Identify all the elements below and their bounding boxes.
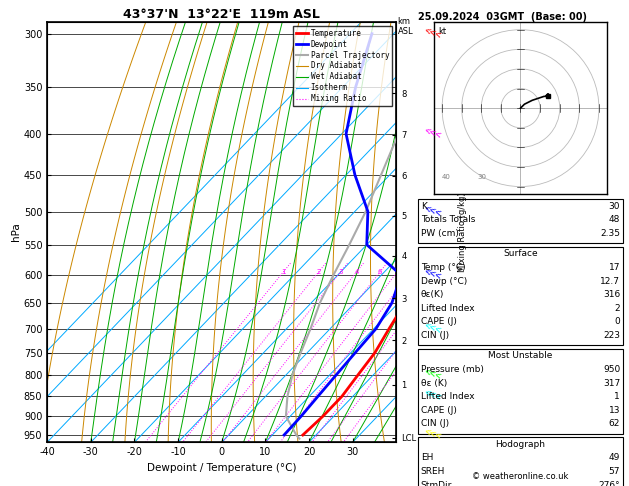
Text: kt: kt <box>438 27 447 35</box>
Text: 316: 316 <box>603 290 620 299</box>
Text: 317: 317 <box>603 379 620 388</box>
Text: 48: 48 <box>609 215 620 225</box>
X-axis label: Dewpoint / Temperature (°C): Dewpoint / Temperature (°C) <box>147 463 296 473</box>
Text: 57: 57 <box>609 467 620 476</box>
Text: Temp (°C): Temp (°C) <box>421 263 465 272</box>
Text: 4: 4 <box>354 269 359 275</box>
Text: 30: 30 <box>477 174 486 180</box>
Text: Lifted Index: Lifted Index <box>421 392 474 401</box>
Text: <<<: <<< <box>423 267 443 283</box>
Text: EH: EH <box>421 453 433 463</box>
Text: CAPE (J): CAPE (J) <box>421 317 457 327</box>
Text: 276°: 276° <box>599 481 620 486</box>
Text: 3: 3 <box>338 269 343 275</box>
Y-axis label: hPa: hPa <box>11 223 21 242</box>
Text: 2: 2 <box>316 269 321 275</box>
Text: CAPE (J): CAPE (J) <box>421 406 457 415</box>
Text: 17: 17 <box>609 263 620 272</box>
Text: <<<: <<< <box>423 321 443 336</box>
Text: <<<: <<< <box>423 204 443 219</box>
Text: <<<: <<< <box>423 126 443 141</box>
Text: <<<: <<< <box>423 26 443 41</box>
Text: Surface: Surface <box>503 249 538 259</box>
Text: 1: 1 <box>281 269 286 275</box>
Text: 40: 40 <box>442 174 451 180</box>
Text: 950: 950 <box>603 365 620 374</box>
Text: 223: 223 <box>603 331 620 340</box>
Legend: Temperature, Dewpoint, Parcel Trajectory, Dry Adiabat, Wet Adiabat, Isotherm, Mi: Temperature, Dewpoint, Parcel Trajectory… <box>293 26 392 106</box>
Text: Dewp (°C): Dewp (°C) <box>421 277 467 286</box>
Title: 43°37'N  13°22'E  119m ASL: 43°37'N 13°22'E 119m ASL <box>123 8 320 21</box>
Text: SREH: SREH <box>421 467 445 476</box>
Text: Hodograph: Hodograph <box>496 440 545 449</box>
Text: CIN (J): CIN (J) <box>421 331 449 340</box>
Text: θε(K): θε(K) <box>421 290 444 299</box>
Text: PW (cm): PW (cm) <box>421 229 459 238</box>
Text: Totals Totals: Totals Totals <box>421 215 475 225</box>
Text: 2.35: 2.35 <box>600 229 620 238</box>
Y-axis label: Mixing Ratio (g/kg): Mixing Ratio (g/kg) <box>458 192 467 272</box>
Text: 30: 30 <box>609 202 620 211</box>
Text: 25.09.2024  03GMT  (Base: 00): 25.09.2024 03GMT (Base: 00) <box>418 12 587 22</box>
Text: <<<: <<< <box>423 427 443 443</box>
Text: 49: 49 <box>609 453 620 463</box>
Text: 62: 62 <box>609 419 620 429</box>
Text: <<<: <<< <box>423 367 443 383</box>
Text: 2: 2 <box>615 304 620 313</box>
Text: CIN (J): CIN (J) <box>421 419 449 429</box>
Text: 1: 1 <box>615 392 620 401</box>
Text: Lifted Index: Lifted Index <box>421 304 474 313</box>
Text: 13: 13 <box>609 406 620 415</box>
Text: θε (K): θε (K) <box>421 379 447 388</box>
Text: Most Unstable: Most Unstable <box>488 351 553 361</box>
Text: 12.7: 12.7 <box>600 277 620 286</box>
Text: 0: 0 <box>615 317 620 327</box>
Text: <<<: <<< <box>423 389 443 404</box>
Text: StmDir: StmDir <box>421 481 452 486</box>
Text: © weatheronline.co.uk: © weatheronline.co.uk <box>472 472 569 481</box>
Text: K: K <box>421 202 426 211</box>
Text: km
ASL: km ASL <box>398 17 413 36</box>
Text: Pressure (mb): Pressure (mb) <box>421 365 484 374</box>
Text: 6: 6 <box>377 269 382 275</box>
